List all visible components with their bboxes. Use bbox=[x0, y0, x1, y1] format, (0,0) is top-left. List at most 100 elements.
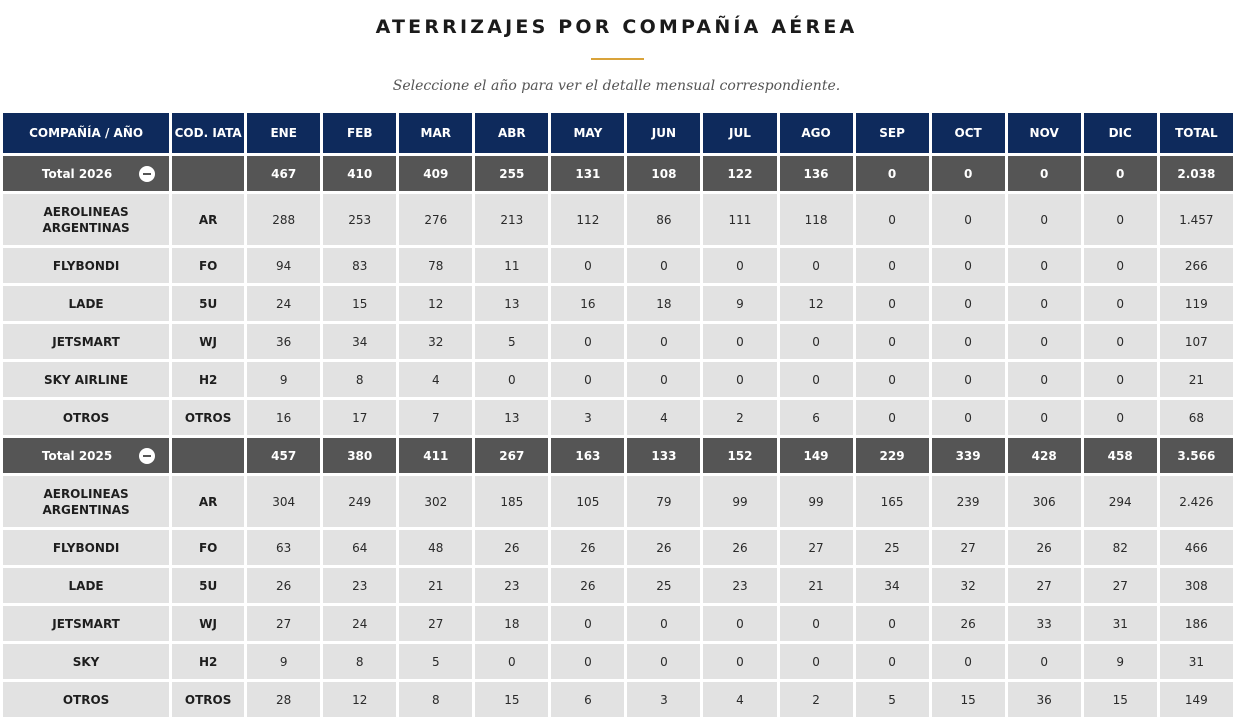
monthly-value: 12 bbox=[323, 682, 397, 717]
monthly-value: 28 bbox=[247, 682, 321, 717]
monthly-value: 8 bbox=[323, 644, 397, 679]
collapse-minus-icon[interactable] bbox=[139, 447, 156, 464]
monthly-value: 6 bbox=[551, 682, 625, 717]
year-total-code-cell bbox=[172, 156, 245, 191]
monthly-value: 26 bbox=[475, 530, 549, 565]
monthly-value: 26 bbox=[703, 530, 777, 565]
monthly-value: 16 bbox=[247, 400, 321, 435]
monthly-value: 308 bbox=[1159, 568, 1233, 603]
monthly-value: 16 bbox=[551, 286, 625, 321]
airline-name: JETSMART bbox=[3, 324, 170, 359]
monthly-value: 0 bbox=[551, 248, 625, 283]
airline-name: OTROS bbox=[3, 682, 170, 717]
monthly-value: 27 bbox=[399, 606, 473, 641]
monthly-value: 5 bbox=[475, 324, 549, 359]
monthly-value: 6 bbox=[779, 400, 853, 435]
year-toggle[interactable]: Total 2026 bbox=[3, 156, 170, 191]
monthly-value: 15 bbox=[475, 682, 549, 717]
collapse-minus-icon[interactable] bbox=[139, 165, 156, 182]
airline-name: SKY bbox=[3, 644, 170, 679]
year-total-row[interactable]: Total 2026 467 410 409 255 131 108 122 136 0 0 0 0 2.… bbox=[3, 156, 1233, 191]
column-header-company-year: COMPAÑÍA / AÑO bbox=[3, 113, 170, 153]
monthly-value: 36 bbox=[1007, 682, 1081, 717]
monthly-value: 79 bbox=[627, 476, 701, 527]
title-accent-divider bbox=[591, 58, 644, 60]
monthly-value: 4 bbox=[703, 682, 777, 717]
monthly-value: 0 bbox=[1007, 362, 1081, 397]
monthly-value: 306 bbox=[1007, 476, 1081, 527]
year-total-value: 163 bbox=[551, 438, 625, 473]
column-header-total: TOTAL bbox=[1159, 113, 1233, 153]
monthly-value: 27 bbox=[1083, 568, 1157, 603]
monthly-value: 0 bbox=[703, 644, 777, 679]
airline-row: SKY AIRLINE H2 9 8 4 0 0 0 0 0 0 0 0 0 21 bbox=[3, 362, 1233, 397]
airline-row: JETSMART WJ 27 24 27 18 0 0 0 0 0 26 33 31 186 bbox=[3, 606, 1233, 641]
monthly-value: 3 bbox=[551, 400, 625, 435]
monthly-value: 0 bbox=[1083, 400, 1157, 435]
monthly-value: 0 bbox=[1083, 194, 1157, 245]
monthly-value: 3 bbox=[627, 682, 701, 717]
monthly-value: 0 bbox=[1007, 324, 1081, 359]
monthly-value: 276 bbox=[399, 194, 473, 245]
airline-row: OTROS OTROS 16 17 7 13 3 4 2 6 0 0 0 0 68 bbox=[3, 400, 1233, 435]
monthly-value: 0 bbox=[1083, 248, 1157, 283]
page-title: ATERRIZAJES POR COMPAÑÍA AÉREA bbox=[375, 16, 858, 38]
monthly-value: 288 bbox=[247, 194, 321, 245]
year-total-value: 2.038 bbox=[1159, 156, 1233, 191]
monthly-value: 0 bbox=[931, 644, 1005, 679]
year-total-value: 409 bbox=[399, 156, 473, 191]
monthly-value: 185 bbox=[475, 476, 549, 527]
year-total-value: 149 bbox=[779, 438, 853, 473]
year-total-value: 131 bbox=[551, 156, 625, 191]
monthly-value: 0 bbox=[931, 286, 1005, 321]
monthly-value: 26 bbox=[551, 568, 625, 603]
monthly-value: 99 bbox=[779, 476, 853, 527]
airline-iata-code: 5U bbox=[172, 568, 245, 603]
monthly-value: 0 bbox=[779, 606, 853, 641]
table-body: Total 2026 467 410 409 255 131 108 122 136 0 0 0 0 2.… bbox=[3, 156, 1233, 717]
monthly-value: 12 bbox=[399, 286, 473, 321]
monthly-value: 68 bbox=[1159, 400, 1233, 435]
monthly-value: 18 bbox=[475, 606, 549, 641]
year-total-value: 380 bbox=[323, 438, 397, 473]
year-total-value: 410 bbox=[323, 156, 397, 191]
year-toggle[interactable]: Total 2025 bbox=[3, 438, 170, 473]
airline-iata-code: OTROS bbox=[172, 400, 245, 435]
monthly-value: 0 bbox=[475, 644, 549, 679]
monthly-value: 11 bbox=[475, 248, 549, 283]
monthly-value: 83 bbox=[323, 248, 397, 283]
monthly-value: 64 bbox=[323, 530, 397, 565]
monthly-value: 17 bbox=[323, 400, 397, 435]
year-total-row[interactable]: Total 2025 457 380 411 267 163 133 152 149 229 339… bbox=[3, 438, 1233, 473]
monthly-value: 2 bbox=[703, 400, 777, 435]
monthly-value: 15 bbox=[1083, 682, 1157, 717]
monthly-value: 239 bbox=[931, 476, 1005, 527]
airline-name: LADE bbox=[3, 568, 170, 603]
monthly-value: 0 bbox=[1007, 248, 1081, 283]
monthly-value: 0 bbox=[931, 400, 1005, 435]
monthly-value: 32 bbox=[399, 324, 473, 359]
year-total-value: 229 bbox=[855, 438, 929, 473]
airline-name: FLYBONDI bbox=[3, 248, 170, 283]
monthly-value: 0 bbox=[931, 194, 1005, 245]
column-header-feb: FEB bbox=[323, 113, 397, 153]
column-header-nov: NOV bbox=[1007, 113, 1081, 153]
column-header-oct: OCT bbox=[931, 113, 1005, 153]
monthly-value: 26 bbox=[627, 530, 701, 565]
year-total-value: 0 bbox=[855, 156, 929, 191]
monthly-value: 0 bbox=[703, 362, 777, 397]
airline-iata-code: 5U bbox=[172, 286, 245, 321]
monthly-value: 0 bbox=[1007, 286, 1081, 321]
monthly-value: 0 bbox=[779, 644, 853, 679]
monthly-value: 27 bbox=[1007, 568, 1081, 603]
monthly-value: 165 bbox=[855, 476, 929, 527]
year-total-value: 457 bbox=[247, 438, 321, 473]
page-subtitle: Seleccione el año para ver el detalle me… bbox=[392, 78, 841, 94]
airline-name: SKY AIRLINE bbox=[3, 362, 170, 397]
monthly-value: 0 bbox=[855, 248, 929, 283]
monthly-value: 13 bbox=[475, 400, 549, 435]
year-total-value: 339 bbox=[931, 438, 1005, 473]
monthly-value: 25 bbox=[855, 530, 929, 565]
airline-name: AEROLINEAS ARGENTINAS bbox=[3, 194, 170, 245]
monthly-value: 36 bbox=[247, 324, 321, 359]
